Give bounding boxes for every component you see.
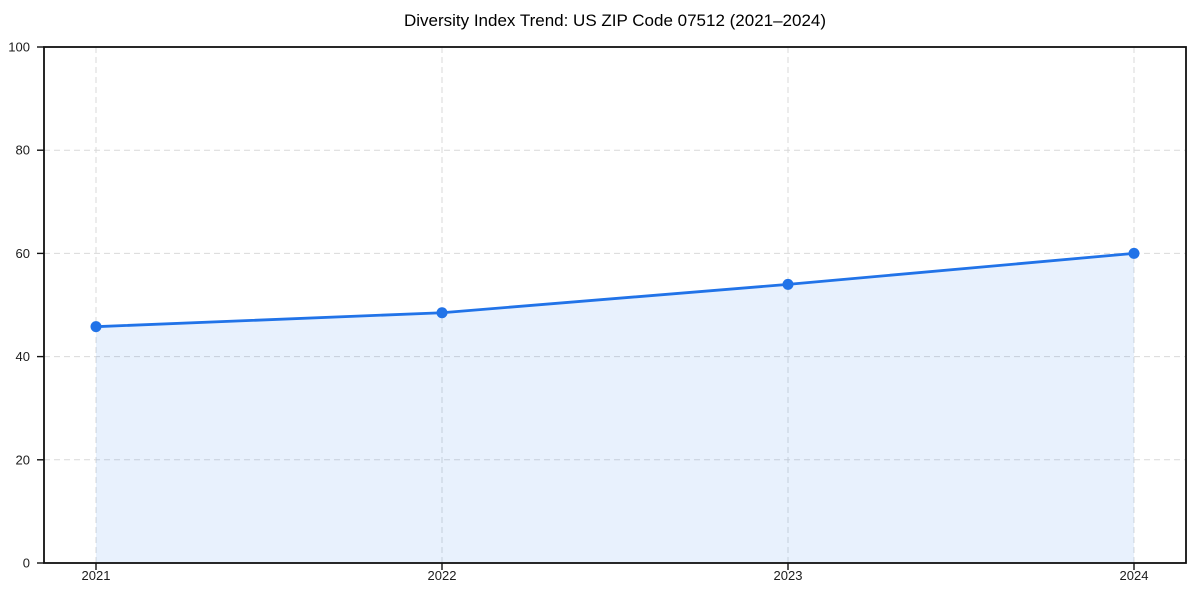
y-tick-label: 80 [16, 143, 30, 158]
area-fill [96, 253, 1134, 563]
x-tick-label: 2023 [774, 568, 803, 583]
trend-line [94, 252, 1136, 329]
data-point-markers [90, 247, 1140, 333]
y-tick-label: 20 [16, 452, 30, 467]
y-tick-label: 60 [16, 246, 30, 261]
data-point-marker [782, 278, 794, 290]
data-point-marker [436, 307, 448, 319]
data-point-marker [1128, 247, 1140, 259]
y-tick-label: 100 [8, 40, 30, 55]
tick-labels: 0 20 40 60 80 100 2021 2022 2023 2024 [8, 40, 1148, 584]
x-tick-label: 2022 [428, 568, 457, 583]
x-tick-label: 2021 [82, 568, 111, 583]
x-tick-label: 2024 [1120, 568, 1149, 583]
plot-border [43, 46, 1187, 564]
tick-marks [37, 46, 1135, 570]
y-tick-label: 0 [23, 556, 30, 571]
y-tick-label: 40 [16, 349, 30, 364]
data-point-marker [90, 321, 102, 333]
chart-title: Diversity Index Trend: US ZIP Code 07512… [403, 11, 827, 30]
